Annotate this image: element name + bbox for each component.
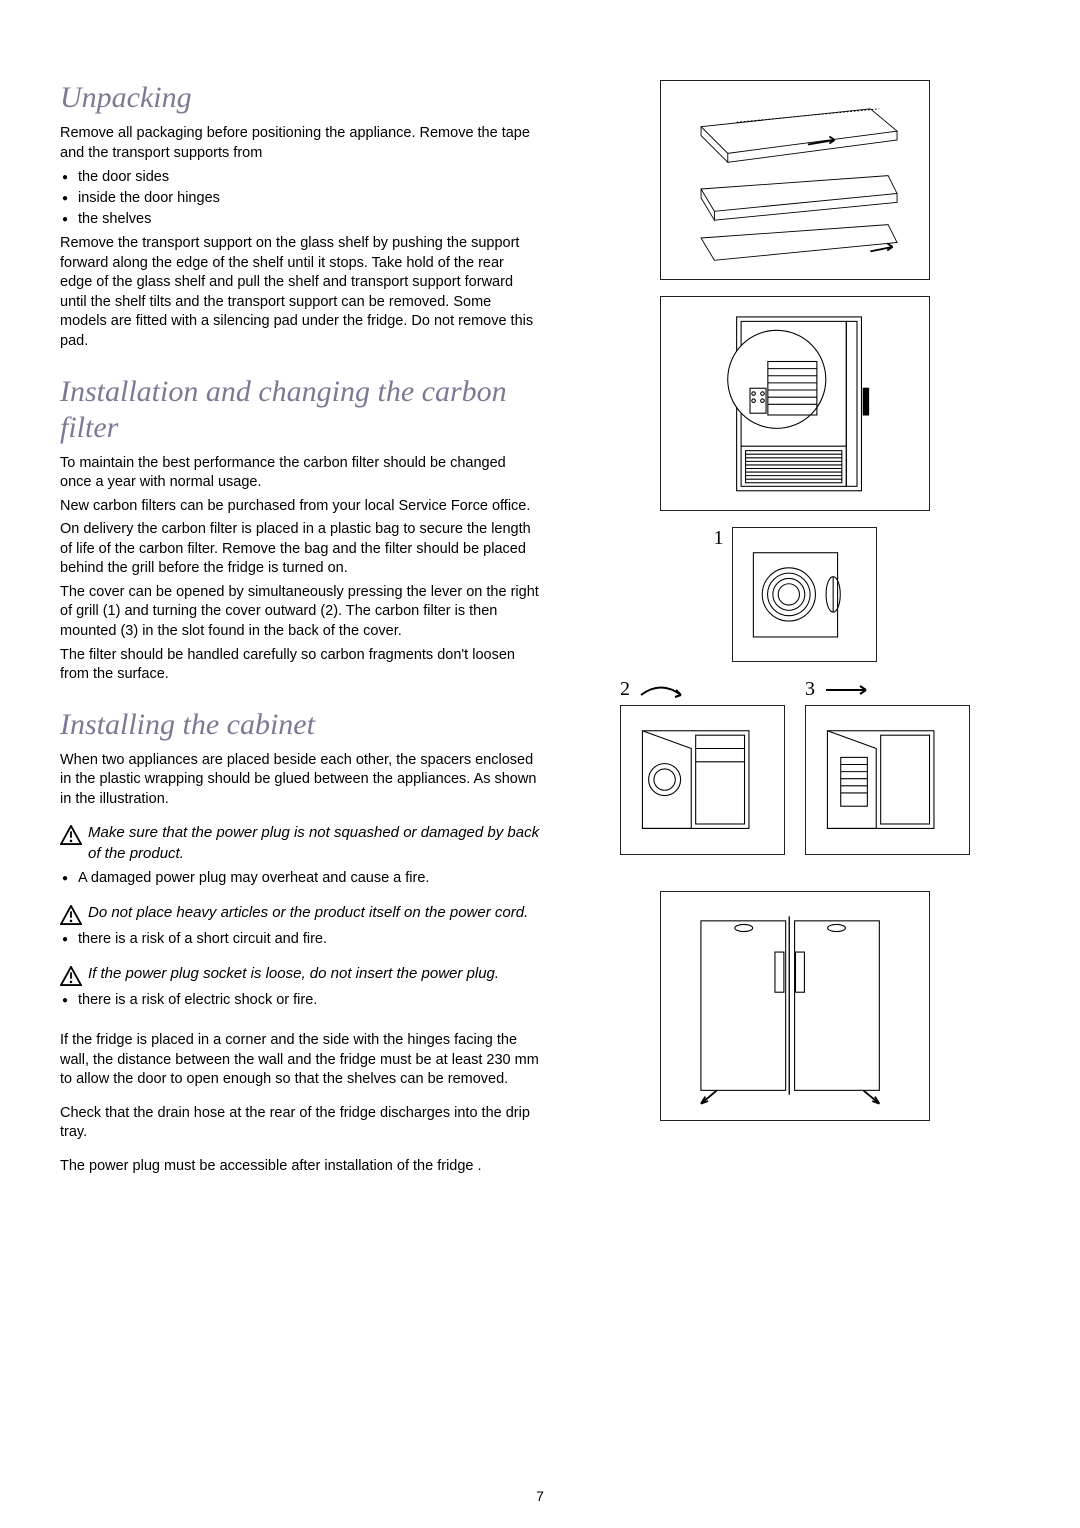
carbon-p1: To maintain the best performance the car… — [60, 454, 540, 493]
unpacking-bullets: the door sides inside the door hinges th… — [60, 167, 540, 230]
straight-arrow-icon — [821, 680, 871, 700]
warning-1-bullet: A damaged power plug may overheat and ca… — [60, 868, 540, 889]
open-cover-diagram-icon — [629, 713, 776, 846]
unpacking-p2: Remove the transport support on the glas… — [60, 234, 540, 351]
shelf-diagram-icon — [674, 91, 915, 269]
figure-3-row: 1 — [714, 527, 877, 662]
right-column: 1 2 — [570, 80, 1020, 1198]
heading-unpacking: Unpacking — [60, 80, 540, 116]
carbon-p3: On delivery the carbon filter is placed … — [60, 520, 540, 579]
warning-3-text: If the power plug socket is loose, do no… — [88, 964, 499, 984]
section-installing-cabinet: Installing the cabinet When two applianc… — [60, 707, 540, 1177]
fridge-diagram-icon — [674, 308, 915, 500]
warning-1: Make sure that the power plug is not squ… — [60, 823, 540, 889]
figure-two-appliances — [660, 891, 930, 1121]
warning-triangle-icon — [60, 825, 82, 845]
mount-filter-diagram-icon — [814, 713, 961, 846]
filter-cover-diagram-icon — [740, 535, 869, 655]
figure-mount-filter — [805, 705, 970, 855]
unpacking-p1: Remove all packaging before positioning … — [60, 124, 540, 163]
warning-triangle-icon — [60, 966, 82, 986]
carbon-p5: The filter should be handled carefully s… — [60, 646, 540, 685]
figure-open-cover — [620, 705, 785, 855]
bullet-item: inside the door hinges — [60, 188, 540, 209]
heading-carbon: Installation and changing the carbon fil… — [60, 374, 540, 446]
figure-4-row: 2 — [570, 678, 1020, 855]
carbon-p4: The cover can be opened by simultaneousl… — [60, 583, 540, 642]
cabinet-p1: When two appliances are placed beside ea… — [60, 751, 540, 810]
two-cabinets-diagram-icon — [674, 903, 915, 1108]
heading-cabinet: Installing the cabinet — [60, 707, 540, 743]
warning-triangle-icon — [60, 905, 82, 925]
cabinet-p2: If the fridge is placed in a corner and … — [60, 1031, 540, 1090]
figure-4a-label: 2 — [620, 678, 630, 701]
bullet-item: the door sides — [60, 167, 540, 188]
carbon-p2: New carbon filters can be purchased from… — [60, 497, 540, 517]
cabinet-p4: The power plug must be accessible after … — [60, 1157, 540, 1177]
figure-fridge-filter-location — [660, 296, 930, 511]
warning-2: Do not place heavy articles or the produ… — [60, 903, 540, 950]
cabinet-p3: Check that the drain hose at the rear of… — [60, 1104, 540, 1143]
section-carbon-filter: Installation and changing the carbon fil… — [60, 374, 540, 685]
warning-2-text: Do not place heavy articles or the produ… — [88, 903, 528, 923]
figure-shelf-removal — [660, 80, 930, 280]
warning-1-text: Make sure that the power plug is not squ… — [88, 823, 540, 864]
figure-filter-cover — [732, 527, 877, 662]
left-column: Unpacking Remove all packaging before po… — [60, 80, 540, 1198]
section-unpacking: Unpacking Remove all packaging before po… — [60, 80, 540, 352]
warning-2-bullet: there is a risk of a short circuit and f… — [60, 929, 540, 950]
figure-3-label: 1 — [714, 527, 724, 550]
warning-3: If the power plug socket is loose, do no… — [60, 964, 540, 1011]
page-content: Unpacking Remove all packaging before po… — [60, 80, 1020, 1198]
figure-4b-label: 3 — [805, 678, 815, 701]
bullet-item: the shelves — [60, 209, 540, 230]
warning-3-bullet: there is a risk of electric shock or fir… — [60, 990, 540, 1011]
page-number: 7 — [536, 1488, 544, 1504]
curved-arrow-icon — [636, 680, 686, 700]
